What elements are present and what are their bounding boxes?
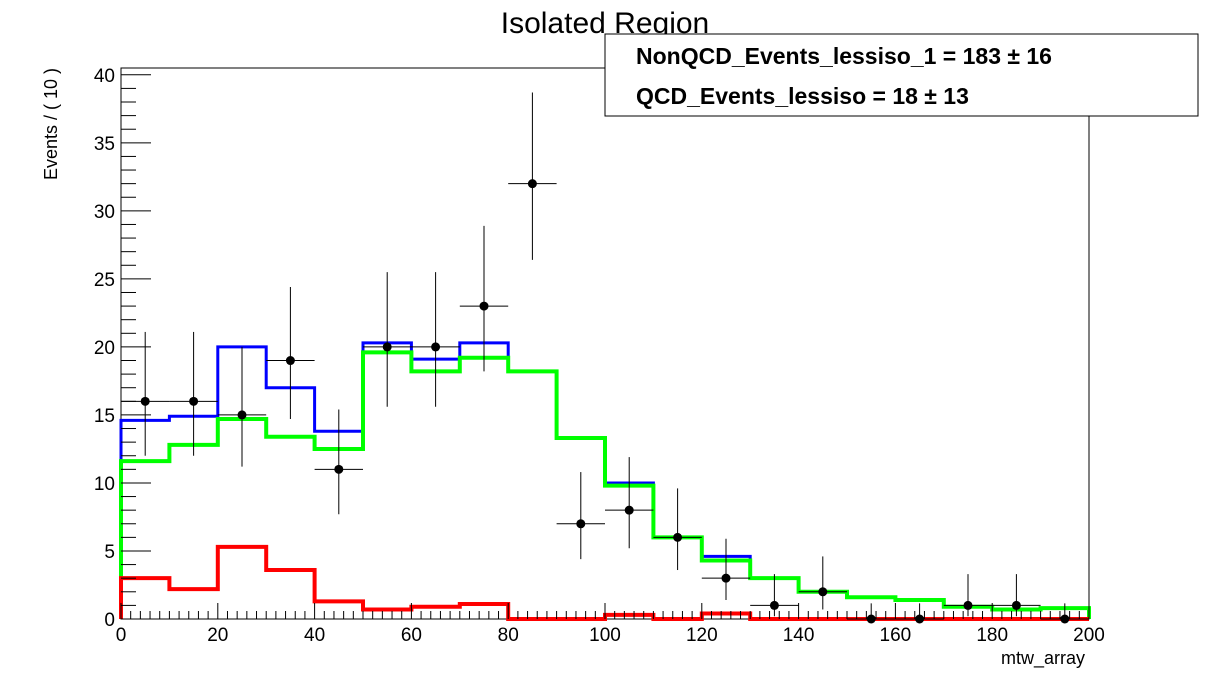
data-point-marker [576, 519, 586, 529]
data-point-marker [382, 342, 392, 352]
data-point [847, 603, 896, 624]
data-point-marker [673, 532, 683, 542]
data-point-marker [189, 396, 199, 406]
data-point-marker [624, 505, 634, 515]
data-point-marker [721, 573, 731, 583]
data-point [992, 574, 1041, 617]
stats-legend-box: NonQCD_Events_lessiso_1 = 183 ± 16 QCD_E… [604, 33, 1199, 117]
y-tick-label: 15 [94, 406, 115, 427]
x-tick-label: 20 [207, 625, 228, 646]
y-tick-label: 5 [104, 542, 115, 563]
x-tick-label: 80 [498, 625, 519, 646]
data-point [411, 272, 460, 407]
data-point-marker [1060, 614, 1070, 624]
legend-entry-qcd: QCD_Events_lessiso = 18 ± 13 [636, 83, 969, 109]
data-point [121, 331, 170, 456]
x-tick-label: 0 [116, 625, 127, 646]
data-point-marker [866, 614, 876, 624]
data-point-marker [818, 587, 828, 597]
legend-entry-nonqcd: NonQCD_Events_lessiso_1 = 183 ± 16 [636, 43, 1052, 69]
y-tick-label: 30 [94, 202, 115, 223]
data-point [217, 346, 267, 467]
data-point [943, 574, 993, 617]
x-tick-label: 100 [589, 625, 621, 646]
data-point [314, 409, 363, 515]
data-point [508, 92, 557, 260]
y-tick-label: 35 [94, 134, 115, 155]
data-point [750, 574, 799, 617]
data-point-marker [237, 410, 247, 420]
data-point [363, 272, 412, 407]
x-tick-label: 200 [1073, 625, 1105, 646]
data-point-marker [140, 396, 150, 406]
legend-frame [604, 33, 1199, 117]
x-tick-label: 160 [880, 625, 912, 646]
y-tick-label: 20 [94, 338, 115, 359]
x-tick-label: 40 [304, 625, 325, 646]
data-point-marker [1011, 600, 1021, 610]
x-tick-label: 60 [401, 625, 422, 646]
x-tick-label: 140 [783, 625, 815, 646]
y-tick-label: 0 [104, 610, 115, 631]
x-tick-label: 180 [976, 625, 1008, 646]
data-point-marker [285, 356, 295, 366]
y-axis-title: Events / ( 10 ) [41, 68, 61, 180]
x-axis-title: mtw_array [1001, 648, 1085, 669]
data-point-marker [769, 600, 779, 610]
y-tick-label: 40 [94, 66, 115, 87]
data-point [169, 331, 218, 456]
data-point [701, 538, 751, 600]
data-point [605, 457, 654, 549]
data-point-marker [431, 342, 441, 352]
data-point-marker [479, 301, 489, 311]
data-point [556, 472, 605, 560]
data-point [895, 603, 944, 624]
data-point-marker [963, 600, 973, 610]
data-point-marker [527, 179, 537, 189]
y-tick-label: 10 [94, 474, 115, 495]
data-point-marker [334, 464, 344, 474]
data-point [653, 488, 702, 571]
axes: 0 20 40 60 80 100 120 140 160 180 200 0 5 10 15 20 25 30 3… [94, 66, 1105, 646]
data-point [266, 287, 315, 420]
series-line-1 [119, 350, 1091, 619]
data-point [798, 556, 847, 610]
data-point-marker [915, 614, 925, 624]
data-point [1040, 603, 1089, 624]
x-tick-label: 120 [686, 625, 718, 646]
y-tick-label: 25 [94, 270, 115, 291]
data-point [459, 225, 509, 372]
